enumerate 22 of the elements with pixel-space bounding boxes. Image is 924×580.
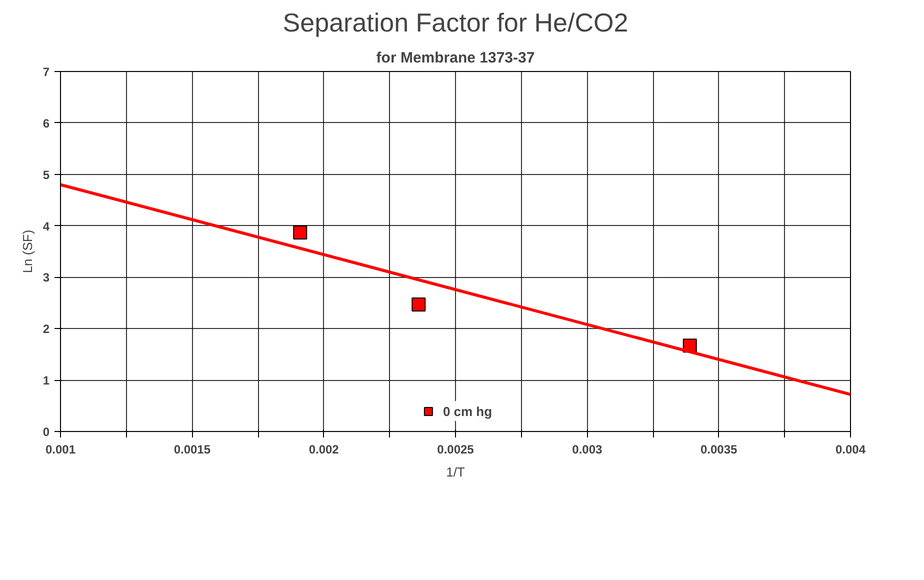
y-tick-label: 6 xyxy=(42,116,50,130)
x-axis-title: 1/T xyxy=(446,464,465,480)
x-tick-label: 0.0015 xyxy=(174,442,211,456)
y-tick-label: 1 xyxy=(42,374,50,388)
x-tick-label: 0.001 xyxy=(45,442,76,456)
y-tick-label: 4 xyxy=(42,219,50,234)
point xyxy=(412,297,426,312)
point xyxy=(293,225,308,240)
x-tick-label: 0.004 xyxy=(835,442,866,456)
x-tick-label: 0.002 xyxy=(308,442,340,456)
y-tick-label: 2 xyxy=(42,322,50,336)
y-tick-label: 5 xyxy=(42,168,50,182)
chart-title: Separation Factor for He/CO2 xyxy=(282,8,628,38)
x-tick-label: 0.0035 xyxy=(700,442,738,456)
y-tick-label: 0 xyxy=(42,425,50,439)
y-axis-title: Ln (SF) xyxy=(20,230,35,274)
x-tick-label: 0.0025 xyxy=(437,442,474,456)
y-tick-label: 7 xyxy=(42,65,50,79)
y-tick-label: 3 xyxy=(42,270,50,285)
x-tick-label: 0.003 xyxy=(572,442,603,456)
chart-subtitle: for Membrane 1373-37 xyxy=(376,50,535,66)
legend-label: 0 cm hg xyxy=(442,404,492,418)
